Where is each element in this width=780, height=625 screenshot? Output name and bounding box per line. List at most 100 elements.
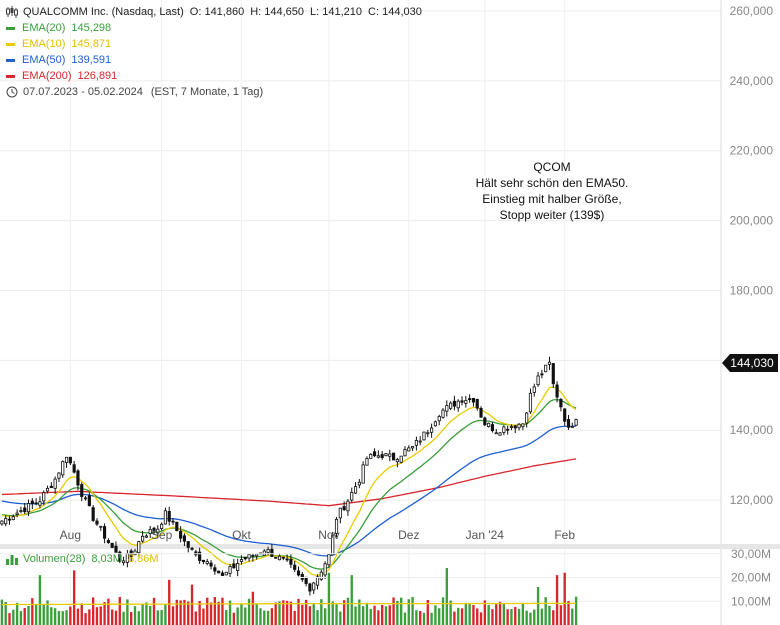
candle [42, 492, 46, 502]
candle [91, 507, 95, 521]
volume-bar [525, 610, 528, 625]
ema20-line [1, 398, 577, 570]
volume-bar [270, 608, 274, 625]
candle [11, 516, 15, 521]
volume-bar [567, 601, 570, 625]
volume-bar [213, 597, 217, 625]
volume-bar [407, 599, 410, 625]
ema20-label: EMA(20) [22, 22, 66, 34]
high-value: H: 144,650 [250, 6, 305, 18]
candle [528, 392, 533, 413]
volume-label: Volumen(28) [23, 553, 86, 565]
candle [87, 495, 91, 507]
candle [525, 412, 529, 424]
volume-bar [69, 606, 72, 625]
volume-bar [430, 612, 433, 625]
volume-bar [365, 602, 369, 625]
volume-bar [88, 609, 91, 625]
candle [456, 400, 460, 409]
candle [0, 520, 4, 525]
candle [555, 384, 559, 398]
candle [163, 510, 167, 525]
candle [551, 363, 555, 385]
candle [247, 554, 251, 559]
legend-ema20[interactable]: EMA(20) 145,298 [6, 20, 422, 36]
legend-ema10[interactable]: EMA(10) 145,871 [6, 36, 422, 52]
candle [45, 487, 50, 492]
volume-bar [495, 604, 498, 625]
date-range[interactable]: 07.07.2023 - 05.02.2024 (EST, 7 Monate, … [6, 84, 422, 100]
candle [414, 440, 418, 446]
volume-bar [304, 599, 308, 625]
volume-bar [42, 604, 45, 625]
volume-bar [521, 602, 525, 625]
candle [308, 583, 312, 592]
candle [64, 456, 69, 463]
volume-bar [168, 579, 171, 625]
volume-bar [251, 591, 255, 625]
candle [23, 507, 27, 513]
candle [293, 564, 297, 570]
volume-bar [441, 597, 445, 625]
candle [513, 425, 517, 429]
price-tag-shape [722, 354, 778, 372]
candle [369, 454, 373, 459]
candle [376, 455, 380, 458]
candle [418, 440, 422, 443]
volume-bar [12, 609, 15, 625]
volume-bar [244, 607, 247, 625]
ema50-label: EMA(50) [22, 54, 66, 66]
candle [342, 506, 346, 511]
candle [304, 576, 308, 584]
candle [411, 446, 415, 449]
candle [380, 454, 384, 458]
y-tick-label: 260,000 [730, 4, 774, 18]
y-tick-label: 180,000 [730, 283, 774, 297]
candle [281, 556, 285, 559]
volume-bar [373, 605, 376, 625]
volume-value: 8,03M [91, 553, 122, 565]
candle [433, 421, 437, 427]
volume-bar [175, 599, 179, 625]
chart-annotation: QCOM Hält sehr schön den EMA50. Einstieg… [462, 159, 642, 223]
candle [72, 464, 76, 473]
candle [532, 386, 536, 393]
volume-bar [574, 596, 578, 625]
candle [144, 535, 148, 538]
candle [99, 525, 103, 528]
volume-bar [346, 597, 350, 625]
candle [559, 398, 563, 408]
candle [460, 400, 464, 403]
volume-bar [8, 613, 11, 625]
ema200-value: 126,891 [77, 70, 118, 82]
candle [430, 427, 434, 433]
volume-bar [464, 602, 468, 625]
ema200-series [1, 458, 577, 507]
volume-bar [297, 598, 300, 625]
date-range-text: 07.07.2023 - 05.02.2024 [23, 86, 143, 98]
volume-bar [149, 605, 152, 625]
candle [403, 449, 407, 457]
time-axis: Aug Sep Okt Nov Dez Jan '24 Feb [60, 528, 576, 542]
volume-tick-label: 10,00M [731, 594, 771, 608]
legend-ema50[interactable]: EMA(50) 139,591 [6, 52, 422, 68]
chart-legend: QUALCOMM Inc. (Nasdaq, Last) O: 141,860 … [6, 4, 422, 100]
candle [167, 510, 171, 522]
clock-icon [6, 86, 18, 98]
date-range-detail: (EST, 7 Monate, 1 Tag) [150, 86, 264, 98]
ema200-label: EMA(200) [22, 70, 72, 82]
candle [464, 400, 468, 404]
candle [289, 558, 293, 565]
candle [137, 541, 141, 554]
volume-bar [392, 597, 395, 625]
candle [141, 535, 145, 542]
volume-bar [91, 597, 95, 625]
x-tick-label: Jan '24 [466, 528, 505, 542]
legend-ema200[interactable]: EMA(200) 126,891 [6, 68, 422, 84]
annotation-line: QCOM [533, 160, 571, 174]
x-tick-label: Okt [232, 528, 251, 542]
volume-bar [548, 605, 551, 625]
volume-bar [468, 604, 471, 625]
volume-bars-icon [6, 555, 18, 565]
volume-bar [506, 609, 509, 625]
